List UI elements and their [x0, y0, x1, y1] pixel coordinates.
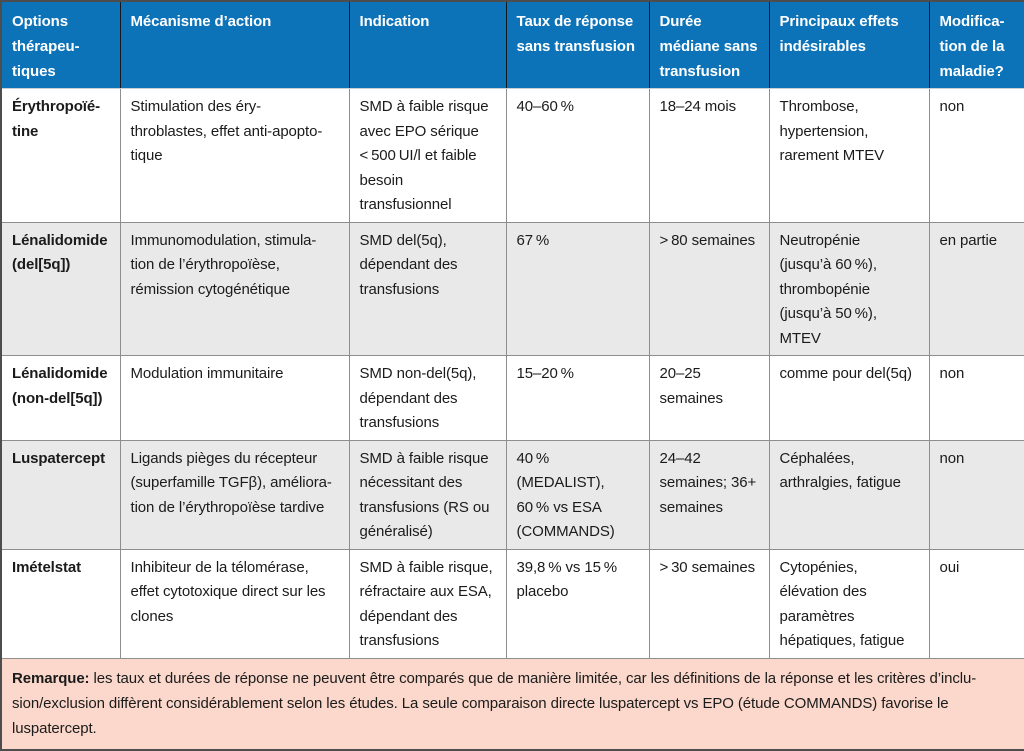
cell-mecanisme: Inhibiteur de la télomérase, effet cytot…: [119, 548, 350, 659]
cell-indication: SMD à faible risque avec EPO sérique < 5…: [348, 88, 507, 223]
cell-taux: 39,8 % vs 15 % placebo: [505, 548, 650, 659]
cell-option: Érythropoïé- tine: [0, 88, 121, 223]
footnote: Remarque: les taux et durées de réponse …: [0, 657, 1024, 751]
table-row-lenalidomide-del5q: Lénalidomide (del[5q]) Immunomodulation,…: [0, 221, 1024, 356]
cell-taux: 40–60 %: [505, 88, 650, 223]
cell-effets: Céphalées, arthralgies, fatigue: [768, 439, 930, 550]
cell-option: Lénalidomide (del[5q]): [0, 221, 121, 356]
column-header-duree: Durée médiane sans transfusion: [648, 0, 770, 89]
cell-option: Imételstat: [0, 548, 121, 659]
cell-taux: 15–20 %: [505, 355, 650, 441]
column-header-effets: Principaux effets indésirables: [768, 0, 930, 89]
cell-option: Luspatercept: [0, 439, 121, 550]
cell-taux: 40 % (MEDALIST), 60 % vs ESA (COMMANDS): [505, 439, 650, 550]
cell-duree: 20–25 semaines: [648, 355, 770, 441]
footnote-row: Remarque: les taux et durées de réponse …: [0, 657, 1024, 751]
cell-mecanisme: Ligands pièges du récepteur (superfamill…: [119, 439, 350, 550]
cell-effets: Cytopénies, élévation des paramètres hép…: [768, 548, 930, 659]
cell-modification: oui: [928, 548, 1024, 659]
cell-indication: SMD del(5q), dépendant des transfusions: [348, 221, 507, 356]
column-header-options: Options thérapeu- tiques: [0, 0, 121, 89]
cell-indication: SMD non-del(5q), dépendant des transfusi…: [348, 355, 507, 441]
cell-modification: non: [928, 439, 1024, 550]
column-header-indication: Indication: [348, 0, 507, 89]
column-header-modification: Modifica- tion de la maladie?: [928, 0, 1024, 89]
cell-mecanisme: Modulation immunitaire: [119, 355, 350, 441]
cell-taux: 67 %: [505, 221, 650, 356]
table-row-erythropoietine: Érythropoïé- tine Stimulation des éry- t…: [0, 88, 1024, 223]
table-row-luspatercept: Luspatercept Ligands pièges du récepteur…: [0, 439, 1024, 550]
footnote-label: Remarque:: [12, 669, 90, 687]
footnote-text: les taux et durées de réponse ne peuvent…: [12, 669, 977, 737]
header-row: Options thérapeu- tiques Mécanisme d’act…: [0, 0, 1024, 89]
cell-option: Lénalidomide (non-del[5q]): [0, 355, 121, 441]
cell-duree: > 30 semaines: [648, 548, 770, 659]
cell-effets: Thrombose, hypertension, rarement MTEV: [768, 88, 930, 223]
cell-duree: 18–24 mois: [648, 88, 770, 223]
cell-modification: non: [928, 355, 1024, 441]
column-header-mecanisme: Mécanisme d’action: [119, 0, 350, 89]
cell-effets: Neutropénie (jusqu’à 60 %), thrombopénie…: [768, 221, 930, 356]
column-header-taux: Taux de réponse sans transfusion: [505, 0, 650, 89]
cell-modification: non: [928, 88, 1024, 223]
table-row-lenalidomide-non-del5q: Lénalidomide (non-del[5q]) Modulation im…: [0, 355, 1024, 441]
table-row-imetelstat: Imételstat Inhibiteur de la télomérase, …: [0, 548, 1024, 659]
cell-indication: SMD à faible risque nécessitant des tran…: [348, 439, 507, 550]
cell-duree: > 80 semaines: [648, 221, 770, 356]
cell-effets: comme pour del(5q): [768, 355, 930, 441]
cell-indication: SMD à faible risque, réfractaire aux ESA…: [348, 548, 507, 659]
cell-mecanisme: Immunomodulation, stimula- tion de l’éry…: [119, 221, 350, 356]
cell-duree: 24–42 semaines; 36+ semaines: [648, 439, 770, 550]
cell-mecanisme: Stimulation des éry- throblastes, effet …: [119, 88, 350, 223]
cell-modification: en partie: [928, 221, 1024, 356]
